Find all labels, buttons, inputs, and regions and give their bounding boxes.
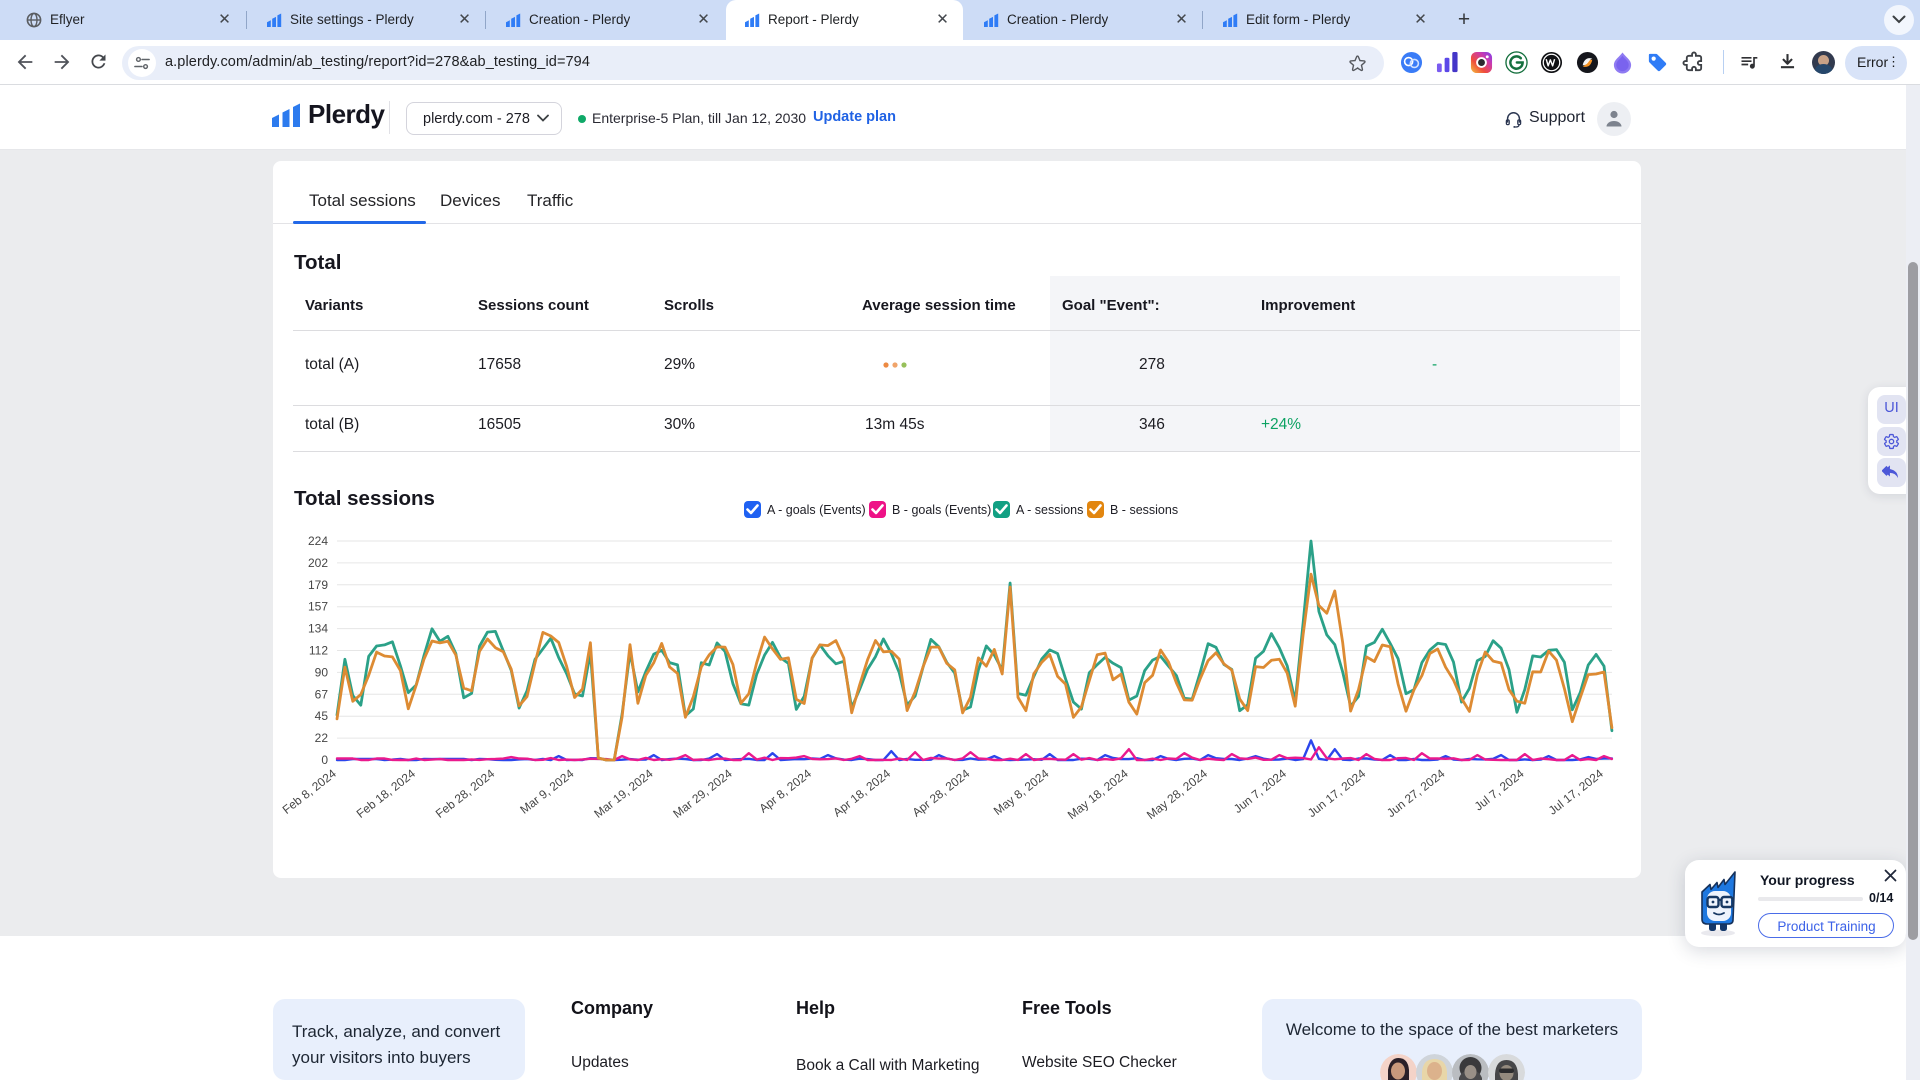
svg-text:22: 22 bbox=[315, 731, 329, 745]
svg-text:157: 157 bbox=[308, 600, 328, 614]
svg-text:Feb 18, 2024: Feb 18, 2024 bbox=[354, 766, 419, 821]
svg-text:Mar 19, 2024: Mar 19, 2024 bbox=[591, 766, 656, 821]
svg-text:Feb 8, 2024: Feb 8, 2024 bbox=[280, 766, 339, 817]
svg-text:67: 67 bbox=[315, 687, 329, 701]
svg-text:May 8, 2024: May 8, 2024 bbox=[991, 766, 1052, 818]
svg-text:112: 112 bbox=[309, 644, 328, 658]
svg-text:May 18, 2024: May 18, 2024 bbox=[1065, 766, 1131, 822]
svg-text:May 28, 2024: May 28, 2024 bbox=[1144, 766, 1210, 822]
svg-text:Jul 7, 2024: Jul 7, 2024 bbox=[1472, 766, 1527, 813]
svg-text:0: 0 bbox=[321, 753, 328, 767]
svg-text:Mar 9, 2024: Mar 9, 2024 bbox=[517, 766, 576, 817]
svg-text:Jun 7, 2024: Jun 7, 2024 bbox=[1231, 766, 1289, 816]
svg-text:45: 45 bbox=[315, 709, 329, 723]
svg-text:Jul 17, 2024: Jul 17, 2024 bbox=[1546, 766, 1606, 817]
svg-text:Apr 18, 2024: Apr 18, 2024 bbox=[830, 766, 893, 820]
svg-text:134: 134 bbox=[308, 622, 328, 636]
svg-text:Apr 28, 2024: Apr 28, 2024 bbox=[910, 766, 973, 820]
svg-text:202: 202 bbox=[308, 556, 328, 570]
svg-text:Feb 28, 2024: Feb 28, 2024 bbox=[433, 766, 498, 821]
svg-text:90: 90 bbox=[315, 665, 329, 679]
svg-text:179: 179 bbox=[308, 578, 328, 592]
svg-text:Jun 27, 2024: Jun 27, 2024 bbox=[1384, 766, 1448, 820]
svg-text:Jun 17, 2024: Jun 17, 2024 bbox=[1305, 766, 1369, 820]
svg-text:Mar 29, 2024: Mar 29, 2024 bbox=[670, 766, 735, 821]
svg-text:224: 224 bbox=[308, 534, 328, 548]
svg-text:Apr 8, 2024: Apr 8, 2024 bbox=[756, 766, 814, 815]
